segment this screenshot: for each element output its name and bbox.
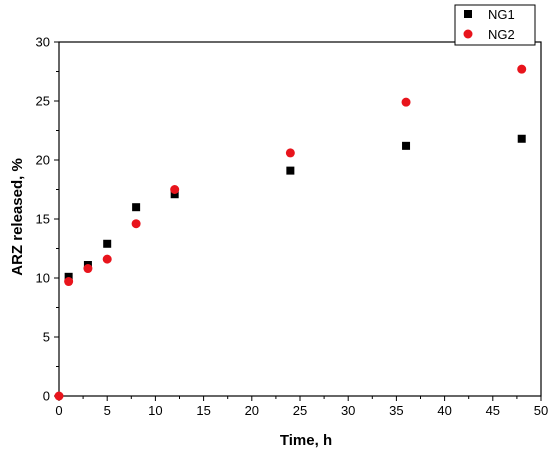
x-tick-label: 35 <box>389 403 403 418</box>
x-tick-label: 30 <box>341 403 355 418</box>
legend-marker-ng1 <box>464 10 472 18</box>
x-axis-ticks: 0 5 10 15 20 25 30 35 40 45 50 <box>55 396 548 418</box>
y-tick-label: 5 <box>43 330 50 345</box>
y-tick-label: 30 <box>36 35 50 50</box>
data-point-ng2 <box>170 185 180 194</box>
x-tick-label: 20 <box>245 403 259 418</box>
data-point-ng2 <box>54 391 64 401</box>
data-point-ng2 <box>83 264 93 274</box>
y-tick-label: 25 <box>36 94 50 109</box>
data-point-ng1 <box>402 141 411 150</box>
series-ng2 <box>54 64 527 401</box>
data-point-ng1 <box>64 272 73 281</box>
series-layer <box>54 64 527 401</box>
x-axis-title: Time, h <box>280 432 332 449</box>
data-point-ng1 <box>286 166 295 175</box>
legend-marker-ng2 <box>463 29 473 39</box>
x-tick-label: 5 <box>104 403 111 418</box>
x-tick-label: 50 <box>534 403 548 418</box>
data-point-ng2 <box>102 254 112 264</box>
legend: NG1 NG2 <box>454 4 536 46</box>
data-point-ng1 <box>103 239 112 248</box>
data-point-ng1 <box>170 190 179 199</box>
y-tick-label: 10 <box>36 271 50 286</box>
data-point-ng2 <box>64 277 74 287</box>
legend-label-ng1: NG1 <box>488 7 515 22</box>
y-axis-title: ARZ released, % <box>9 158 26 276</box>
x-tick-label: 10 <box>148 403 162 418</box>
y-tick-label: 15 <box>36 212 50 227</box>
x-tick-label: 25 <box>293 403 307 418</box>
data-point-ng2 <box>285 148 295 158</box>
data-point-ng2 <box>517 64 527 74</box>
y-tick-label: 20 <box>36 153 50 168</box>
x-tick-label: 0 <box>55 403 62 418</box>
x-tick-label: 45 <box>486 403 500 418</box>
legend-label-ng2: NG2 <box>488 27 515 42</box>
y-tick-label: 0 <box>43 389 50 404</box>
data-point-ng2 <box>401 97 411 107</box>
data-point-ng1 <box>517 134 526 143</box>
data-point-ng1 <box>132 203 141 212</box>
x-tick-label: 15 <box>196 403 210 418</box>
data-point-ng2 <box>131 219 141 229</box>
x-tick-label: 40 <box>437 403 451 418</box>
